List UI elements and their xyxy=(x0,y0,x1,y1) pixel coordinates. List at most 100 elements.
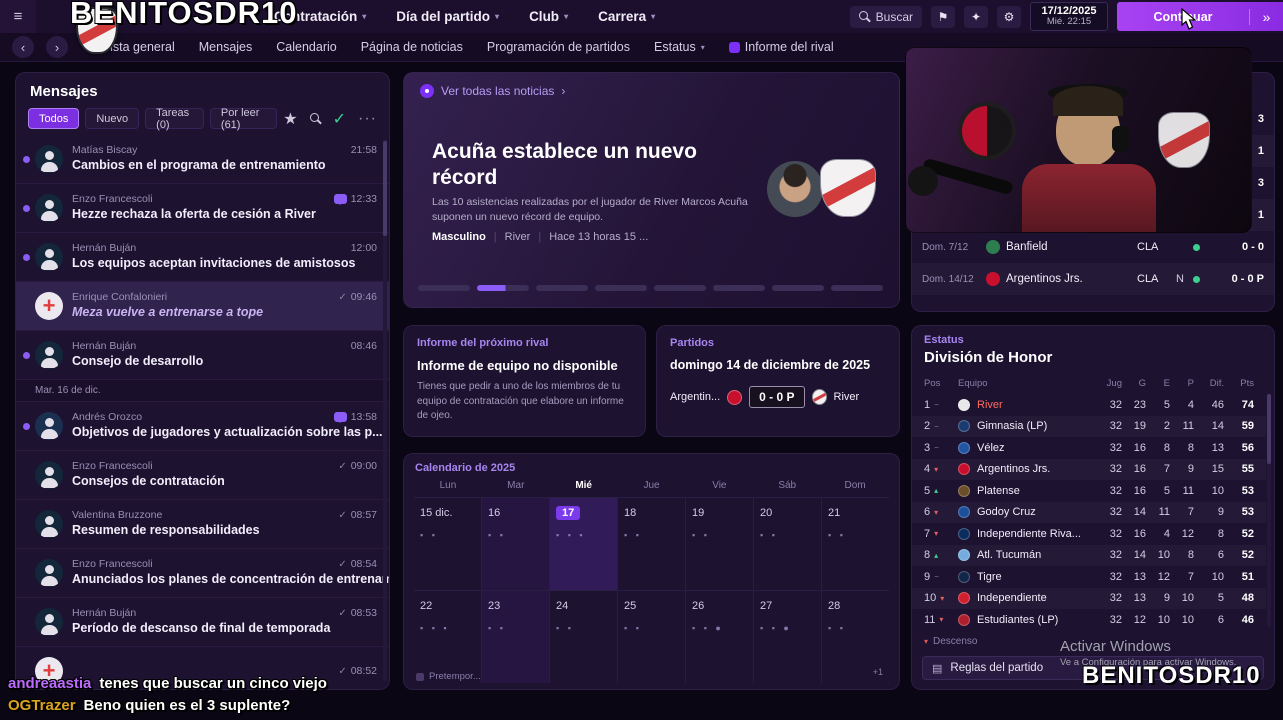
calendar-day-header: Sáb xyxy=(778,480,797,491)
carousel-bar[interactable] xyxy=(477,285,529,291)
top-menu-item[interactable]: Contratación ▾ xyxy=(274,9,366,24)
team-crest xyxy=(958,484,970,497)
main-menu-button[interactable]: ≡ xyxy=(0,0,36,33)
star-button[interactable]: ★ xyxy=(283,110,298,128)
message-row[interactable]: Matías Biscay ✓ 21:58 Cambios en el prog… xyxy=(16,135,389,184)
calendar-day-cell[interactable]: 19 ▪ ▪ xyxy=(686,498,754,590)
search-box[interactable]: Buscar xyxy=(849,5,922,28)
fixture-row[interactable]: 1 xyxy=(912,135,1274,167)
match-row[interactable]: Argentin... 0 - 0 P River xyxy=(670,386,886,408)
table-row[interactable]: 3 − Vélez 32 16 8 8 13 56 xyxy=(912,437,1266,459)
carousel-bar[interactable] xyxy=(654,285,706,291)
table-row[interactable]: 5 ▴ Platense 32 16 5 11 10 53 xyxy=(912,480,1266,502)
fixture-row[interactable]: 1 xyxy=(912,199,1274,231)
bulb-icon: ✦ xyxy=(970,9,982,24)
top-menu-item[interactable]: Club ▾ xyxy=(529,9,568,24)
ideas-button[interactable]: ✦ xyxy=(964,5,988,28)
more-options-button[interactable]: ··· xyxy=(358,109,377,127)
calendar-day-cell[interactable]: 26 ▪ ▪ ● xyxy=(686,591,754,683)
inbox-filter-tab[interactable]: Tareas (0) xyxy=(145,107,204,131)
table-row[interactable]: 7 ▾ Independiente Riva... 32 16 4 12 8 5… xyxy=(912,523,1266,545)
fixture-row[interactable]: 3 xyxy=(912,103,1274,135)
message-row[interactable]: Valentina Bruzzone ✓ 08:57 Resumen de re… xyxy=(16,500,389,549)
league-scrollbar-thumb[interactable] xyxy=(1267,394,1271,464)
team-name: Tigre xyxy=(977,570,1002,583)
section-tab[interactable]: Mensajes ▾ xyxy=(199,40,253,54)
fixture-row[interactable]: Dom. 14/12 Argentinos Jrs. CLA N 0 - 0 P xyxy=(912,263,1274,295)
match-rules-button[interactable]: ▤ Reglas del partido xyxy=(922,656,1264,680)
message-sender: Enrique Confalonieri xyxy=(72,291,168,303)
message-row[interactable]: Enzo Francescoli ✓ 09:00 Consejos de con… xyxy=(16,451,389,500)
carousel-bar[interactable] xyxy=(595,285,647,291)
table-row[interactable]: 6 ▾ Godoy Cruz 32 14 11 7 9 53 xyxy=(912,502,1266,524)
mark-done-button[interactable]: ✓ xyxy=(332,110,347,128)
inbox-scrollbar-thumb[interactable] xyxy=(383,141,387,236)
message-row[interactable]: ✓ 08:52 xyxy=(16,647,389,689)
table-row[interactable]: 4 ▾ Argentinos Jrs. 32 16 7 9 15 55 xyxy=(912,459,1266,481)
calendar-day-cell[interactable]: 27 ▪ ▪ ● xyxy=(754,591,822,683)
section-tab[interactable]: Informe del rival ▾ xyxy=(728,40,834,54)
carousel-bar[interactable] xyxy=(418,285,470,291)
calendar-day-cell[interactable]: 20 ▪ ▪ xyxy=(754,498,822,590)
calendar-day-cell[interactable]: 15 dic. ▪ ▪ xyxy=(414,498,482,590)
see-all-news-label: Ver todas las noticias xyxy=(441,84,555,98)
message-row[interactable]: Enrique Confalonieri ✓ 09:46 Meza vuelve… xyxy=(16,282,389,331)
team-crest xyxy=(958,398,970,411)
calendar-day-cell[interactable]: 25 ▪ ▪ xyxy=(618,591,686,683)
calendar-day-cell[interactable]: 16 ▪ ▪ xyxy=(482,498,550,590)
table-row[interactable]: 1 − River 32 23 5 4 46 74 xyxy=(912,394,1266,416)
carousel-bar[interactable] xyxy=(713,285,765,291)
message-row[interactable]: Hernán Buján ✓ 08:46 Consejo de desarrol… xyxy=(16,331,389,380)
table-row[interactable]: 11 ▾ Estudiantes (LP) 32 12 10 10 6 46 xyxy=(912,609,1266,631)
table-row[interactable]: 9 − Tigre 32 13 12 7 10 51 xyxy=(912,566,1266,588)
section-tab[interactable]: Página de noticias ▾ xyxy=(361,40,463,54)
message-row[interactable]: Enzo Francescoli ✓ 08:54 Anunciados los … xyxy=(16,549,389,598)
fixture-row[interactable]: Dom. 7/12 Banfield CLA 0 - 0 xyxy=(912,231,1274,263)
league-scrollbar[interactable] xyxy=(1267,394,1271,627)
calendar-day-cell[interactable]: 24 ▪ ▪ xyxy=(550,591,618,683)
points: 52 xyxy=(1241,549,1254,562)
search-messages-button[interactable] xyxy=(309,113,321,124)
back-button[interactable]: ‹ xyxy=(12,36,34,58)
fixture-score: 0 - 0 xyxy=(1241,241,1264,253)
carousel-bar[interactable] xyxy=(831,285,883,291)
calendar-day-cell[interactable]: 23 ▪ ▪ xyxy=(482,591,550,683)
section-tab[interactable]: Vista general ▾ xyxy=(102,40,175,54)
goal-diff: 6 xyxy=(1217,613,1224,626)
carousel-bar[interactable] xyxy=(772,285,824,291)
col-equipo: Equipo xyxy=(958,378,988,389)
calendar-day-cell[interactable]: 17 ▪ ▪ ▪ xyxy=(550,498,618,590)
section-tab[interactable]: Calendario ▾ xyxy=(276,40,336,54)
top-bar: ≡ Contratación ▾ Día del partido ▾ Club … xyxy=(0,0,1283,33)
carousel-bar[interactable] xyxy=(536,285,588,291)
calendar-day-cell[interactable]: 22 ▪ ▪ ▪ xyxy=(414,591,482,683)
settings-button[interactable]: ⚙ xyxy=(997,5,1021,28)
message-row[interactable]: Andrés Orozco ✓ 13:58 Objetivos de jugad… xyxy=(16,402,389,451)
message-row[interactable]: Enzo Francescoli ✓ 12:33 Hezze rechaza l… xyxy=(16,184,389,233)
goal-diff: 10 xyxy=(1211,484,1224,497)
table-row[interactable]: 8 ▴ Atl. Tucumán 32 14 10 8 6 52 xyxy=(912,545,1266,567)
section-tab[interactable]: Estatus ▾ xyxy=(654,40,705,54)
forward-button[interactable]: › xyxy=(46,36,68,58)
inbox-scrollbar[interactable] xyxy=(383,139,387,681)
date-display[interactable]: 17/12/2025 Mié. 22:15 xyxy=(1030,2,1108,31)
top-menu-item[interactable]: Día del partido ▾ xyxy=(396,9,499,24)
table-row[interactable]: 10 ▾ Independiente 32 13 9 10 5 48 xyxy=(912,588,1266,610)
section-tab[interactable]: Programación de partidos ▾ xyxy=(487,40,630,54)
inbox-filter-tab[interactable]: Todos xyxy=(28,108,80,129)
competition-code: CLA xyxy=(1137,273,1159,285)
col-p: P xyxy=(1187,378,1194,389)
fixture-row[interactable]: 3 xyxy=(912,167,1274,199)
inbox-filter-tab[interactable]: Nuevo xyxy=(85,108,140,129)
continue-button[interactable]: Continuar » xyxy=(1117,2,1283,31)
table-row[interactable]: 2 − Gimnasia (LP) 32 19 2 11 14 59 xyxy=(912,416,1266,438)
top-menu-item[interactable]: Carrera ▾ xyxy=(598,9,655,24)
message-row[interactable]: Hernán Buján ✓ 08:53 Período de descanso… xyxy=(16,598,389,647)
calendar-day-cell[interactable]: 28 ▪ ▪ +1 xyxy=(822,591,889,683)
message-row[interactable]: Hernán Buján ✓ 12:00 Los equipos aceptan… xyxy=(16,233,389,282)
inbox-filter-tab[interactable]: Por leer (61) xyxy=(209,107,278,131)
calendar-day-cell[interactable]: 18 ▪ ▪ xyxy=(618,498,686,590)
calendar-day-cell[interactable]: 21 ▪ ▪ xyxy=(822,498,889,590)
bookmark-button[interactable]: ⚑ xyxy=(931,5,955,28)
see-all-news-link[interactable]: Ver todas las noticias › xyxy=(420,84,565,98)
